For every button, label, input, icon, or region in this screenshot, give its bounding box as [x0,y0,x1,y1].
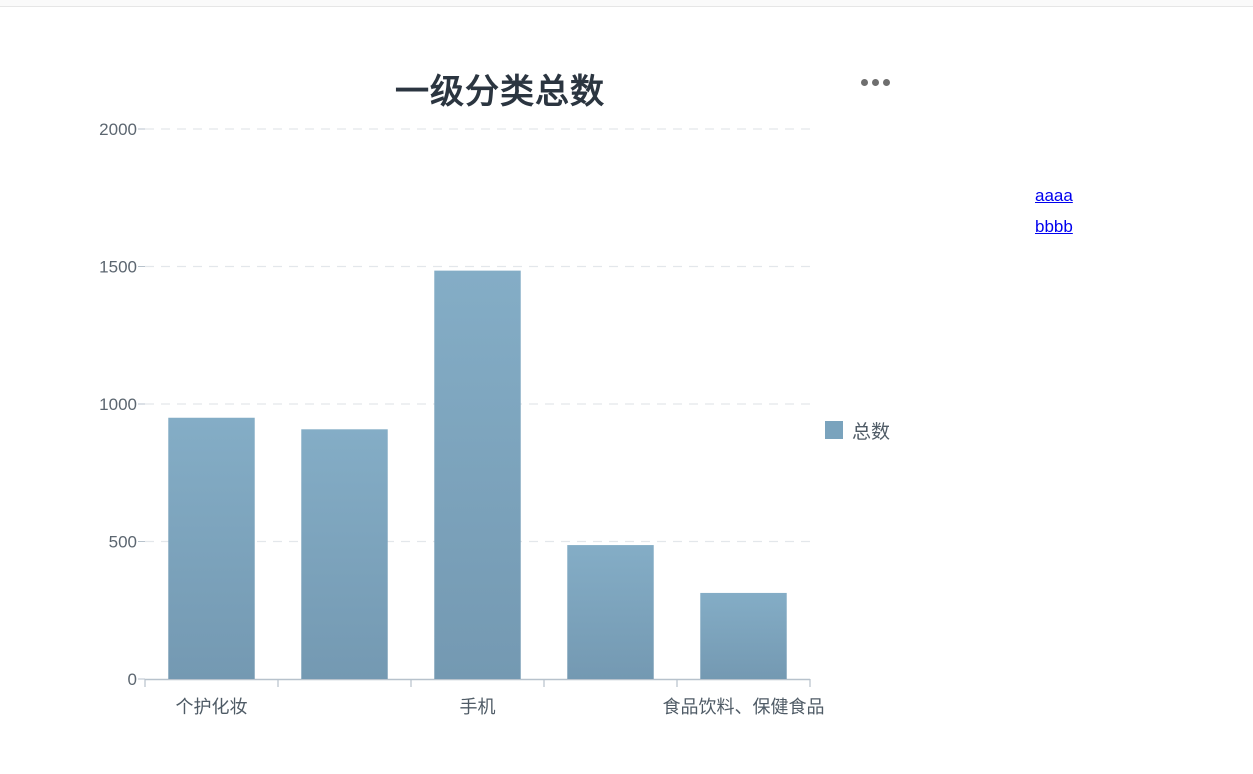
chart-menu-button[interactable] [858,70,894,94]
y-tick-label: 1500 [99,258,137,277]
legend-item-total[interactable]: 总数 [825,418,891,443]
chart-title: 一级分类总数 [395,73,605,111]
bar [434,270,521,679]
y-tick-label: 2000 [99,120,137,139]
bar [567,545,654,679]
y-tick-label: 1000 [99,395,137,414]
bar [700,592,787,679]
more-dots-icon [861,79,868,86]
y-tick-label: 500 [109,533,137,552]
x-category-label: 个护化妆 [176,697,248,718]
link-aaaa[interactable]: aaaa [1035,186,1073,205]
bar [301,429,388,679]
top-border [0,0,1253,7]
x-category-label: 手机 [460,697,496,718]
link-list: aaaa bbbb [1035,180,1073,242]
more-dots-icon [872,79,879,86]
more-dots-icon [883,79,890,86]
y-tick-label: 0 [128,670,137,689]
bar [168,417,255,679]
link-bbbb[interactable]: bbbb [1035,217,1073,236]
legend-swatch [825,421,843,439]
x-category-label: 食品饮料、保健食品 [663,697,825,718]
legend-label: 总数 [852,421,891,443]
